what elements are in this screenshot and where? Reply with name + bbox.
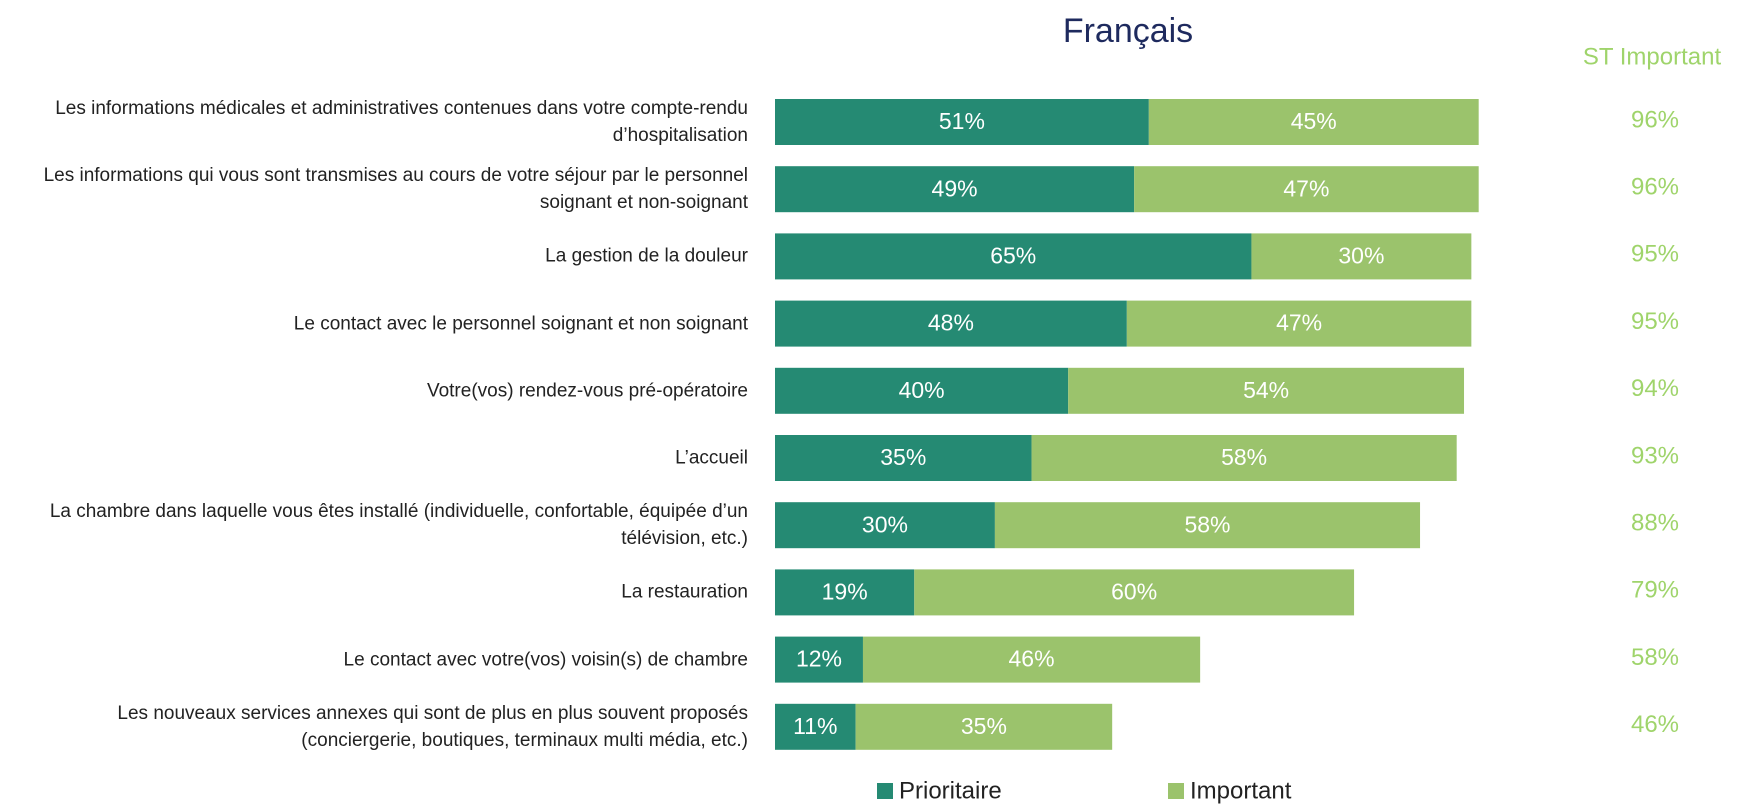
bar-value-label: 47% [1276, 310, 1322, 336]
st-value: 96% [1631, 106, 1679, 133]
st-value: 95% [1631, 308, 1679, 335]
bar-value-label: 12% [796, 646, 842, 672]
category-label: La restauration [621, 581, 748, 603]
bar-segment [855, 703, 1113, 750]
bar-segment [914, 569, 1355, 616]
bar-value-label: 45% [1291, 108, 1337, 134]
bar-value-label: 60% [1111, 578, 1157, 604]
bar-segment [1068, 367, 1465, 414]
bar-segment [775, 636, 863, 683]
bar-value-label: 58% [1184, 511, 1230, 537]
bar-segment [775, 233, 1252, 280]
bar-value-label: 35% [880, 444, 926, 470]
bar-segment [1148, 99, 1479, 145]
category-label: L’accueil [675, 447, 748, 469]
st-value: 58% [1631, 644, 1679, 671]
category-label: La gestion de la douleur [545, 245, 748, 267]
st-value: 93% [1631, 442, 1679, 469]
bar-segment [1126, 300, 1472, 347]
bar-value-label: 30% [1338, 242, 1384, 268]
bar-segment [775, 166, 1135, 213]
legend-swatch [1168, 783, 1184, 799]
category-label: Le contact avec votre(vos) voisin(s) de … [343, 649, 748, 671]
bar-value-label: 11% [793, 713, 837, 739]
legend-label: Prioritaire [899, 777, 1002, 804]
bar-value-label: 35% [961, 713, 1007, 739]
bar-segment [775, 703, 856, 750]
category-label: Votre(vos) rendez-vous pré-opératoire [426, 380, 748, 402]
bar-segment [775, 569, 915, 616]
bar-segment [775, 99, 1149, 145]
st-value: 94% [1631, 375, 1679, 402]
bar-segment [775, 300, 1127, 347]
category-label: Les informations médicales et administra… [55, 98, 748, 146]
chart-title: Français [1063, 12, 1193, 50]
legend-swatch [877, 783, 893, 799]
bar-value-label: 40% [899, 377, 945, 403]
bar-segment [775, 502, 995, 549]
category-label: Le contact avec le personnel soignant et… [293, 313, 748, 335]
st-value: 88% [1631, 510, 1679, 537]
bar-segment [1251, 233, 1472, 280]
bar-value-label: 30% [862, 511, 908, 537]
bar-value-label: 48% [928, 310, 974, 336]
bar-value-label: 54% [1243, 377, 1289, 403]
bar-segment [994, 502, 1421, 549]
bar-value-label: 19% [822, 578, 868, 604]
category-label: Les nouveaux services annexes qui sont d… [117, 702, 748, 751]
bar-value-label: 58% [1221, 444, 1267, 470]
bar-value-label: 49% [932, 175, 978, 201]
category-label: Les informations qui vous sont transmise… [43, 165, 748, 214]
st-header: ST Important [1583, 43, 1722, 70]
bar-segment [1134, 166, 1479, 213]
st-value: 96% [1631, 174, 1679, 201]
legend-label: Important [1190, 777, 1292, 804]
bar-value-label: 65% [990, 242, 1036, 268]
bar-segment [862, 636, 1201, 683]
bar-value-label: 51% [939, 108, 985, 134]
bar-segment [1031, 435, 1457, 481]
bar-segment [775, 435, 1032, 481]
bar-value-label: 47% [1283, 175, 1329, 201]
st-value: 79% [1631, 577, 1679, 604]
st-value: 95% [1631, 241, 1679, 268]
category-label: La chambre dans laquelle vous êtes insta… [49, 501, 748, 550]
st-value: 46% [1631, 711, 1679, 738]
bar-segment [775, 367, 1069, 414]
bar-value-label: 46% [1009, 646, 1055, 672]
